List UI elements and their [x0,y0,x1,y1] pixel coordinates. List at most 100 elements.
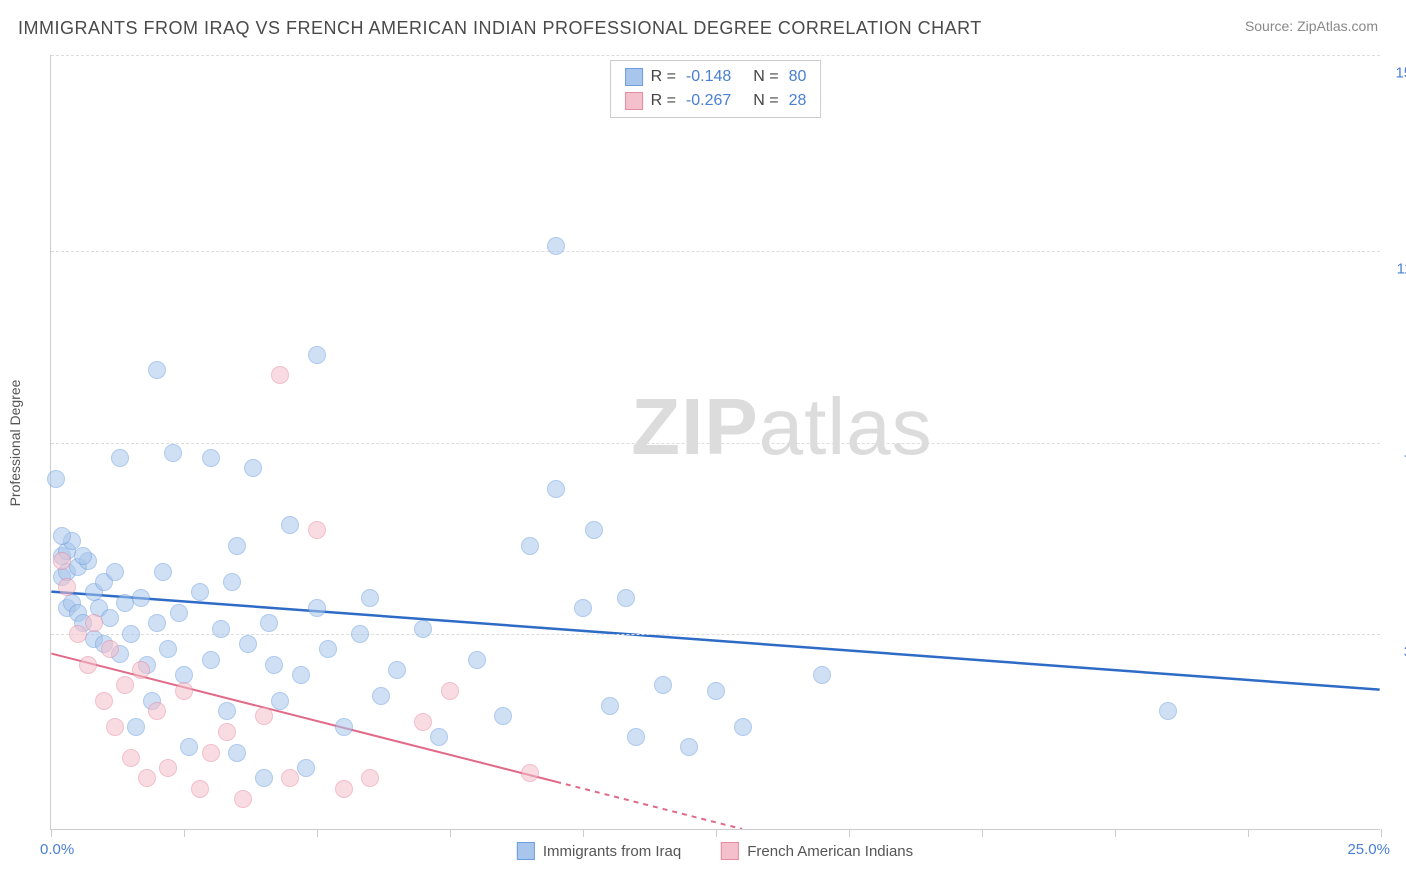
scatter-point [335,780,353,798]
scatter-point [707,682,725,700]
scatter-point [175,682,193,700]
scatter-point [228,744,246,762]
x-tick [849,829,850,837]
scatter-point [58,578,76,596]
scatter-point [654,676,672,694]
legend-r-value: -0.267 [686,89,731,113]
scatter-point [601,697,619,715]
legend-n-value: 80 [789,65,807,89]
scatter-point [585,521,603,539]
scatter-point [106,563,124,581]
scatter-point [74,547,92,565]
y-tick-label: 3.8% [1388,643,1406,660]
scatter-point [1159,702,1177,720]
x-tick [982,829,983,837]
plot-area: ZIPatlas R =-0.148N =80R =-0.267N =28 3.… [50,55,1380,830]
x-max-label: 25.0% [1347,841,1390,858]
y-tick-label: 11.2% [1388,261,1406,278]
scatter-point [308,599,326,617]
scatter-point [308,521,326,539]
scatter-point [271,366,289,384]
chart-title: IMMIGRANTS FROM IRAQ VS FRENCH AMERICAN … [18,18,982,39]
scatter-point [132,589,150,607]
gridline [51,251,1380,252]
x-tick [1115,829,1116,837]
scatter-point [148,702,166,720]
scatter-point [734,718,752,736]
scatter-point [148,614,166,632]
y-axis-label: Professional Degree [7,379,23,506]
scatter-point [255,769,273,787]
scatter-point [430,728,448,746]
scatter-point [85,614,103,632]
scatter-point [335,718,353,736]
watermark: ZIPatlas [631,381,932,473]
scatter-point [47,470,65,488]
scatter-point [132,661,150,679]
scatter-point [494,707,512,725]
scatter-point [69,625,87,643]
scatter-point [414,713,432,731]
scatter-point [202,744,220,762]
x-tick [51,829,52,837]
chart-header: IMMIGRANTS FROM IRAQ VS FRENCH AMERICAN … [0,0,1406,49]
scatter-point [218,723,236,741]
scatter-point [223,573,241,591]
x-tick [716,829,717,837]
scatter-point [79,656,97,674]
legend-r-label: R = [651,65,676,89]
scatter-point [122,625,140,643]
scatter-point [191,780,209,798]
x-tick [1381,829,1382,837]
legend-n-label: N = [753,89,778,113]
legend-r-label: R = [651,89,676,113]
x-tick [583,829,584,837]
scatter-point [813,666,831,684]
series-legend-label: French American Indians [747,843,913,860]
scatter-point [154,563,172,581]
scatter-point [101,609,119,627]
series-legend-label: Immigrants from Iraq [543,843,681,860]
scatter-point [255,707,273,725]
scatter-point [265,656,283,674]
scatter-point [271,692,289,710]
scatter-point [234,790,252,808]
y-tick-label: 15.0% [1388,65,1406,82]
scatter-point [212,620,230,638]
scatter-point [388,661,406,679]
scatter-point [468,651,486,669]
scatter-point [164,444,182,462]
scatter-point [361,589,379,607]
scatter-point [351,625,369,643]
scatter-point [170,604,188,622]
y-tick-label: 7.5% [1388,452,1406,469]
scatter-point [138,769,156,787]
scatter-point [297,759,315,777]
legend-n-value: 28 [789,89,807,113]
scatter-point [159,759,177,777]
scatter-point [228,537,246,555]
scatter-point [244,459,262,477]
legend-n-label: N = [753,65,778,89]
x-tick [184,829,185,837]
series-legend: Immigrants from Iraq French American Indi… [517,842,913,860]
correlation-legend: R = -0.148 N = 80 R = -0.267 N = 28 [610,60,822,118]
x-tick [317,829,318,837]
scatter-point [260,614,278,632]
scatter-point [111,449,129,467]
scatter-point [292,666,310,684]
scatter-point [148,361,166,379]
scatter-point [191,583,209,601]
legend-swatch [625,92,643,110]
legend-swatch [721,842,739,860]
scatter-point [101,640,119,658]
scatter-point [122,749,140,767]
scatter-point [159,640,177,658]
scatter-point [239,635,257,653]
chart-source: Source: ZipAtlas.com [1245,18,1378,34]
scatter-point [521,764,539,782]
scatter-point [281,516,299,534]
scatter-point [202,651,220,669]
scatter-point [218,702,236,720]
legend-r-value: -0.148 [686,65,731,89]
